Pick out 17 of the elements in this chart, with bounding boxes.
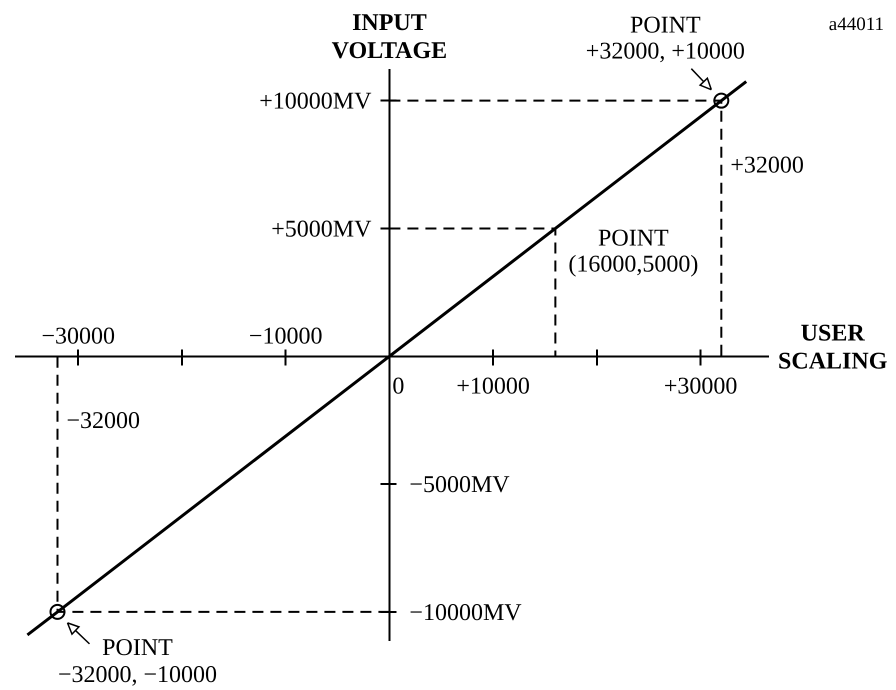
y-tick-label: +10000MV bbox=[259, 88, 372, 115]
x-tick-label: +10000 bbox=[456, 373, 530, 400]
annotation: POINT −32000, −10000 bbox=[58, 634, 218, 688]
y2-tick-label: −5000MV bbox=[409, 472, 510, 498]
text: a44011 bbox=[828, 14, 884, 35]
y2-tick-label: −10000MV bbox=[409, 600, 522, 626]
x2-tick-label: −30000 bbox=[41, 323, 116, 350]
x-tick-label: +30000 bbox=[664, 373, 738, 400]
annotation: +32000 bbox=[730, 152, 804, 179]
y-tick-label: +5000MV bbox=[271, 216, 372, 242]
annotation: POINT (16000,5000) bbox=[568, 225, 698, 278]
annotation: −32000 bbox=[66, 408, 140, 434]
annotation: POINT +32000, +10000 bbox=[586, 12, 745, 65]
y-axis-title: INPUT VOLTAGE bbox=[332, 10, 448, 64]
x-tick-label: 0 bbox=[392, 373, 404, 400]
x-axis-title: USER SCALING bbox=[778, 320, 888, 374]
x2-tick-label: −10000 bbox=[248, 323, 322, 350]
